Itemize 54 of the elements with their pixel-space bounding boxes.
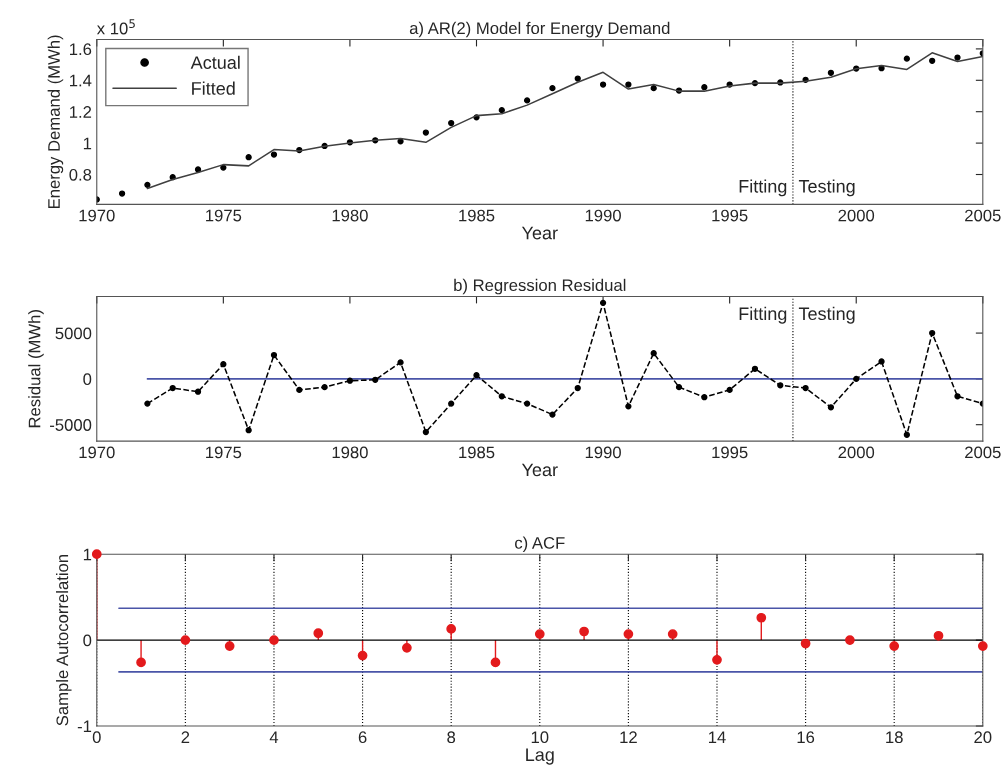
x-tick-label: 2000	[838, 446, 875, 459]
y-tick-label: 5000	[55, 327, 92, 340]
x-tick-label: 1990	[585, 446, 621, 459]
annotation: Testing	[798, 179, 855, 197]
y-tick-label: 0	[83, 373, 92, 386]
y-tick-label: 1	[83, 548, 92, 561]
chart-title: a) AR(2) Model for Energy Demand	[409, 21, 670, 38]
y-tick-label: -5000	[50, 419, 92, 431]
x-tick-label: 1975	[206, 446, 242, 459]
y-axis-title: Sample Autocorrelation	[56, 555, 72, 726]
x-tick-label: 1995	[712, 209, 748, 222]
x-axis-title: Lag	[526, 748, 554, 765]
legend-label: Actual	[190, 55, 240, 69]
y-axis-title: Residual (MWh)	[28, 310, 44, 428]
y-tick-label: 1	[83, 137, 92, 150]
x-tick-label: 1995	[712, 446, 748, 459]
chart-title: b) Regression Residual	[454, 278, 626, 295]
x-tick-label: 2000	[838, 209, 875, 222]
x-tick-label: 10	[531, 731, 549, 744]
y-tick-label: 0	[83, 634, 92, 647]
x-axis-title: Year	[521, 463, 558, 477]
y-tick-label: 1.6	[70, 43, 92, 56]
x-tick-label: 1970	[79, 209, 115, 222]
x-tick-label: 6	[358, 731, 367, 744]
x-tick-label: 2	[181, 731, 190, 743]
annotation: Fitting	[739, 306, 787, 324]
x-tick-label: 1985	[459, 209, 495, 222]
x-tick-label: 12	[620, 731, 637, 743]
legend-label: Fitted	[192, 81, 235, 95]
x-tick-label: 1985	[459, 446, 495, 459]
x-tick-label: 1970	[79, 446, 115, 459]
x-tick-label: 2005	[965, 209, 1001, 222]
x-axis-title: Year	[521, 226, 558, 240]
text: x 10$^{5}$	[96, 19, 135, 35]
x-tick-label: 20	[974, 731, 992, 744]
x-tick-label: 18	[886, 731, 903, 744]
y-tick-label: 1.4	[70, 74, 92, 87]
x-tick-label: 16	[797, 731, 815, 744]
x-tick-label: 4	[269, 731, 279, 743]
x-tick-label: 1980	[332, 209, 368, 222]
x-tick-label: 1980	[332, 446, 368, 459]
y-tick-label: 0.8	[69, 168, 92, 181]
x-tick-label: 0	[92, 731, 101, 744]
y-tick-label: 1.2	[70, 106, 92, 118]
x-tick-label: 2005	[965, 446, 1001, 459]
chart-title: c) ACF	[515, 536, 565, 553]
annotation: Testing	[798, 306, 855, 324]
x-tick-label: 1990	[585, 209, 621, 222]
x-tick-label: 14	[708, 731, 726, 743]
x-tick-label: 8	[447, 731, 456, 744]
annotation: Fitting	[739, 179, 787, 197]
y-tick-label: -1	[77, 720, 92, 733]
x-tick-label: 1975	[206, 209, 242, 222]
y-axis-title: Energy Demand (MWh)	[47, 35, 64, 209]
